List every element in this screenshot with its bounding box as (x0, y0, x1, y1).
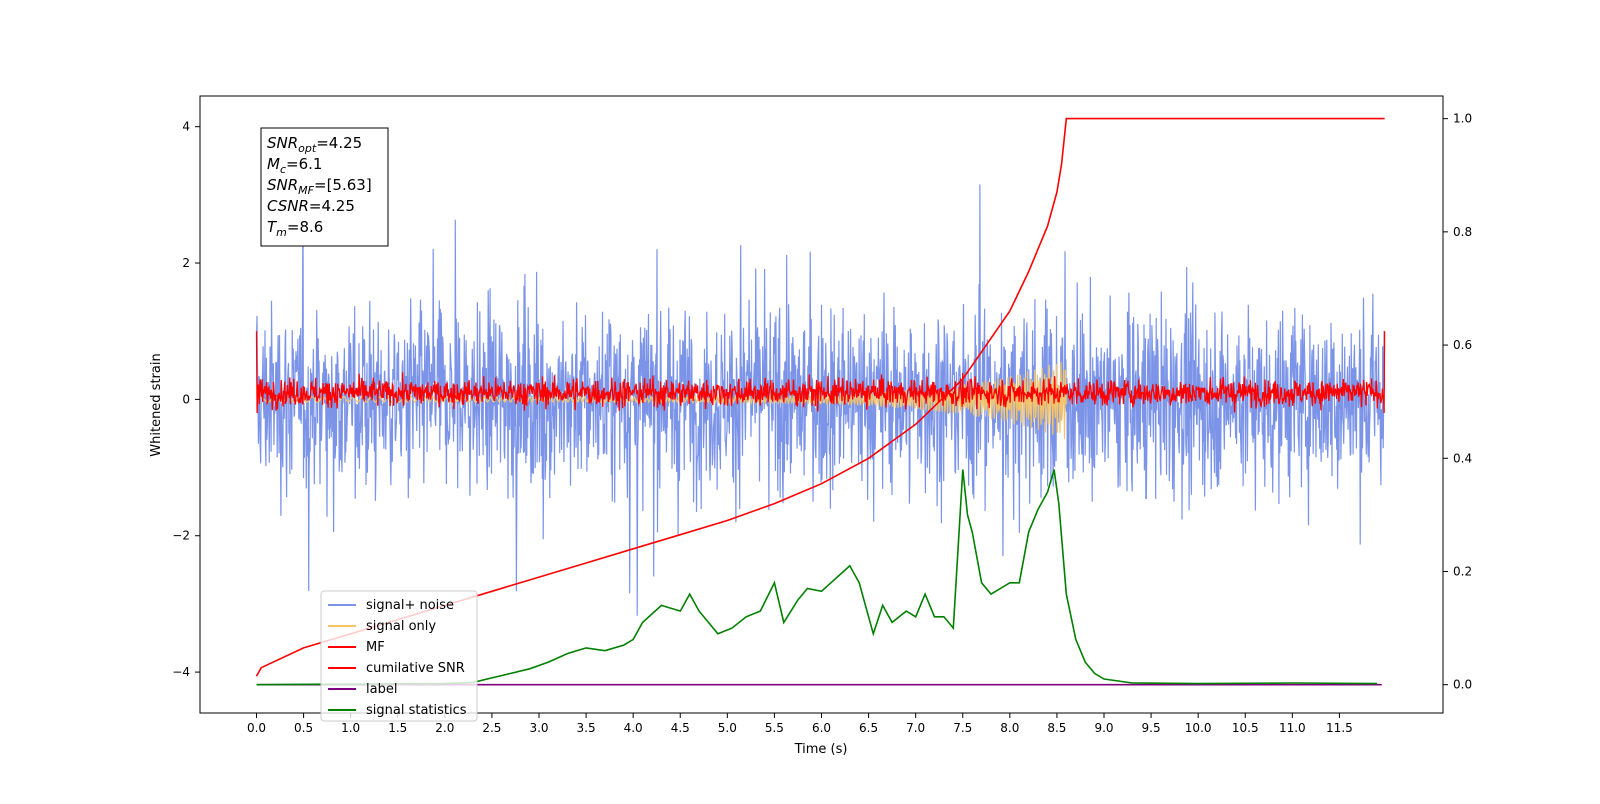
x-tick-label: 7.0 (906, 721, 925, 735)
right-y-tick-label: 0.2 (1453, 564, 1472, 578)
x-tick-label: 10.5 (1232, 721, 1259, 735)
x-tick-label: 3.5 (577, 721, 596, 735)
x-tick-label: 1.5 (388, 721, 407, 735)
left-y-tick-label: −4 (172, 665, 190, 679)
right-y-tick-label: 0.8 (1453, 225, 1472, 239)
x-tick-label: 0.0 (247, 721, 266, 735)
legend-label: signal only (366, 619, 436, 634)
x-axis-label: Time (s) (794, 742, 848, 757)
left-y-tick-label: −2 (172, 529, 190, 543)
right-y-axis-ticks: 0.0 0.2 0.4 0.6 0.8 1.0 (1443, 112, 1472, 692)
x-tick-label: 4.5 (671, 721, 690, 735)
legend-label: cumilative SNR (366, 661, 465, 676)
x-tick-label: 5.0 (718, 721, 737, 735)
annotation-line: Mc=6.1 (267, 155, 322, 176)
series-signal-statistics (256, 469, 1378, 686)
x-tick-label: 11.5 (1326, 721, 1353, 735)
legend-label: signal+ noise (366, 598, 454, 613)
right-y-tick-label: 0.4 (1453, 451, 1472, 465)
x-tick-label: 6.0 (812, 721, 831, 735)
x-tick-label: 11.0 (1279, 721, 1306, 735)
left-y-axis-ticks: −4 −2 0 2 4 (172, 120, 200, 679)
x-tick-label: 5.5 (765, 721, 784, 735)
legend-frame (320, 590, 478, 722)
left-y-tick-label: 0 (182, 392, 190, 406)
x-tick-label: 10.0 (1185, 721, 1212, 735)
annotation-line: SNRopt=4.25 (267, 134, 362, 155)
x-tick-label: 9.5 (1142, 721, 1161, 735)
x-tick-label: 3.0 (529, 721, 548, 735)
y-axis-label: Whitened strain (149, 353, 164, 456)
x-tick-label: 9.0 (1094, 721, 1113, 735)
annotation-line: CSNR=4.25 (267, 197, 355, 215)
x-tick-label: 6.5 (859, 721, 878, 735)
x-tick-label: 8.0 (1000, 721, 1019, 735)
x-axis-ticks: 0.0 0.5 1.0 1.5 2.0 2.5 3.0 3.5 4.0 4.5 5.0 5.5 6.0 6… (247, 713, 1353, 735)
left-y-tick-label: 2 (182, 256, 190, 270)
legend-label: MF (366, 640, 385, 655)
right-y-tick-label: 0.6 (1453, 338, 1472, 352)
legend-label: signal statistics (366, 703, 467, 718)
legend: signal+ noise signal only MF cumilative SNR… (320, 590, 478, 722)
x-tick-label: 7.5 (953, 721, 972, 735)
annotation-line: Tm=8.6 (267, 218, 323, 239)
left-y-tick-label: 4 (182, 120, 190, 134)
series-mf (255, 331, 1386, 414)
annotation-line: SNRMF=[5.63] (267, 176, 372, 197)
right-y-tick-label: 0.0 (1453, 678, 1472, 692)
x-tick-label: 2.5 (482, 721, 501, 735)
x-tick-label: 8.5 (1047, 721, 1066, 735)
series-signal-only (256, 362, 1067, 439)
x-tick-label: 2.0 (435, 721, 454, 735)
legend-label: label (366, 682, 397, 697)
right-y-tick-label: 1.0 (1453, 112, 1472, 126)
x-tick-label: 1.0 (341, 721, 360, 735)
x-tick-label: 0.5 (294, 721, 313, 735)
x-tick-label: 4.0 (624, 721, 643, 735)
